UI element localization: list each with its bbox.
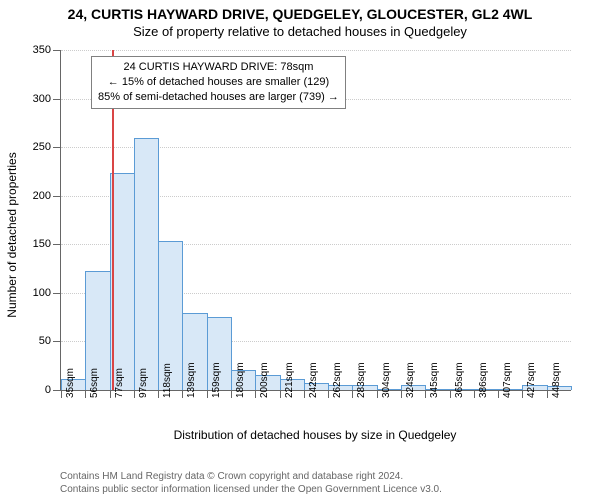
- x-tick-label: 35sqm: [65, 368, 76, 398]
- x-tick-label: 304sqm: [381, 362, 392, 398]
- x-tick: [110, 390, 111, 398]
- x-tick-label: 200sqm: [259, 362, 270, 398]
- x-tick: [85, 390, 86, 398]
- x-tick: [182, 390, 183, 398]
- x-axis-label: Distribution of detached houses by size …: [174, 428, 457, 442]
- x-tick-label: 407sqm: [502, 362, 513, 398]
- annotation-line: ← 15% of detached houses are smaller (12…: [98, 75, 339, 90]
- x-tick-label: 97sqm: [138, 368, 149, 398]
- x-tick-label: 118sqm: [162, 363, 173, 398]
- x-tick-label: 159sqm: [211, 362, 222, 398]
- x-tick-label: 283sqm: [356, 362, 367, 398]
- x-tick: [522, 390, 523, 398]
- x-tick: [352, 390, 353, 398]
- y-tick-label: 200: [33, 190, 61, 202]
- x-tick: [474, 390, 475, 398]
- annotation-line: 24 CURTIS HAYWARD DRIVE: 78sqm: [98, 60, 339, 75]
- x-tick-label: 139sqm: [186, 362, 197, 398]
- y-tick-label: 50: [39, 335, 61, 347]
- histogram-bar: [134, 138, 159, 390]
- x-tick-label: 262sqm: [332, 362, 343, 398]
- x-tick: [231, 390, 232, 398]
- y-tick-label: 350: [33, 44, 61, 56]
- footer-line: Contains HM Land Registry data © Crown c…: [60, 470, 442, 483]
- page-subtitle: Size of property relative to detached ho…: [0, 24, 600, 39]
- x-tick: [425, 390, 426, 398]
- x-tick-label: 56sqm: [89, 368, 100, 398]
- plot-region: 05010015020025030035035sqm56sqm77sqm97sq…: [60, 50, 571, 391]
- x-tick-label: 345sqm: [429, 362, 440, 398]
- x-tick-label: 221sqm: [284, 362, 295, 398]
- footer-attribution: Contains HM Land Registry data © Crown c…: [60, 470, 442, 496]
- annotation-line: 85% of semi-detached houses are larger (…: [98, 90, 339, 105]
- grid-line: [61, 50, 571, 51]
- x-tick: [304, 390, 305, 398]
- x-tick-label: 365sqm: [454, 362, 465, 398]
- x-tick: [207, 390, 208, 398]
- x-tick: [547, 390, 548, 398]
- x-tick: [328, 390, 329, 398]
- x-tick-label: 77sqm: [114, 368, 125, 398]
- y-tick-label: 100: [33, 287, 61, 299]
- y-axis-label: Number of detached properties: [5, 152, 19, 317]
- x-tick: [401, 390, 402, 398]
- x-tick-label: 448sqm: [551, 362, 562, 398]
- y-tick-label: 0: [45, 384, 61, 396]
- y-tick-label: 300: [33, 93, 61, 105]
- x-tick-label: 324sqm: [405, 362, 416, 398]
- y-tick-label: 150: [33, 238, 61, 250]
- footer-line: Contains public sector information licen…: [60, 483, 442, 496]
- x-tick: [134, 390, 135, 398]
- x-tick: [498, 390, 499, 398]
- annotation-box: 24 CURTIS HAYWARD DRIVE: 78sqm ← 15% of …: [91, 56, 346, 109]
- x-tick: [280, 390, 281, 398]
- x-tick-label: 386sqm: [478, 362, 489, 398]
- x-tick: [61, 390, 62, 398]
- x-tick: [377, 390, 378, 398]
- x-tick-label: 180sqm: [235, 362, 246, 398]
- x-tick: [158, 390, 159, 398]
- x-tick-label: 427sqm: [526, 362, 537, 398]
- x-tick: [255, 390, 256, 398]
- y-tick-label: 250: [33, 141, 61, 153]
- x-tick: [450, 390, 451, 398]
- page-title: 24, CURTIS HAYWARD DRIVE, QUEDGELEY, GLO…: [0, 0, 600, 22]
- x-tick-label: 242sqm: [308, 362, 319, 398]
- histogram-chart: Number of detached properties 0501001502…: [60, 50, 570, 420]
